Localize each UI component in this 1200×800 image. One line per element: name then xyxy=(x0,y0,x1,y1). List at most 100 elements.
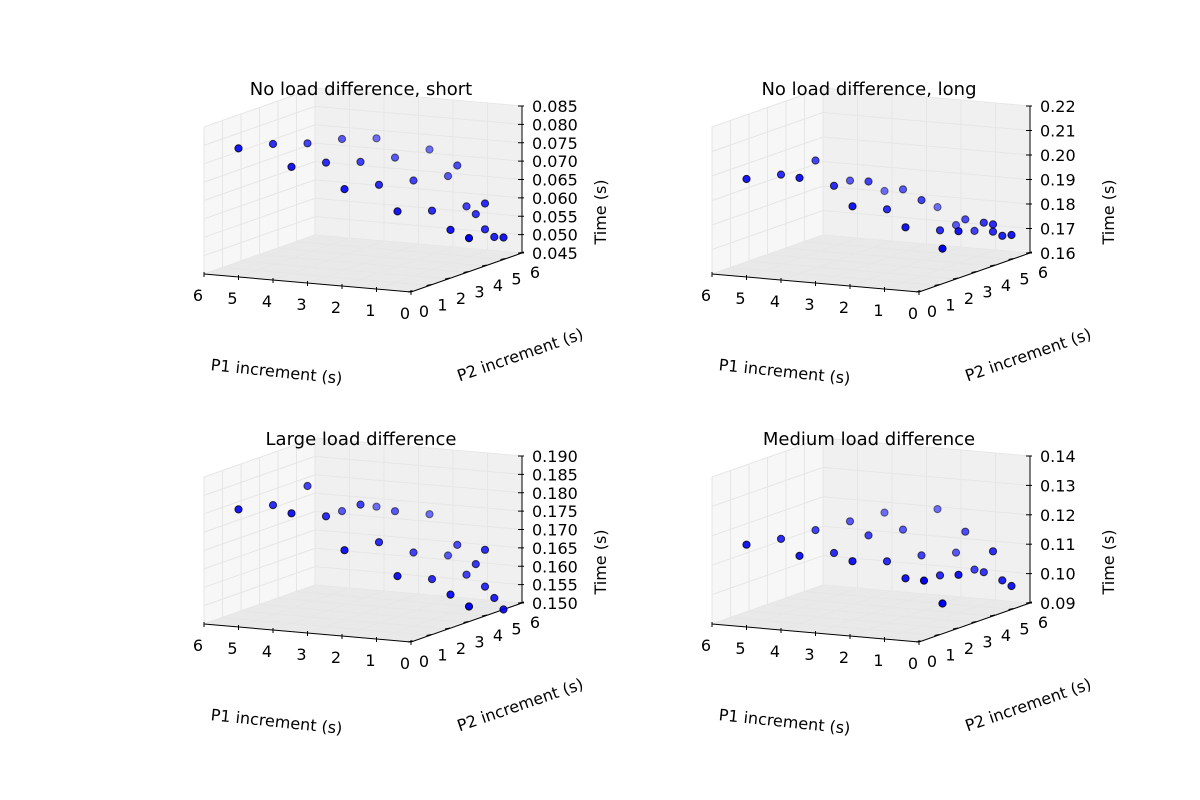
grid-line xyxy=(711,496,1031,537)
y-tick-mark xyxy=(463,271,469,273)
x-tick-label: 3 xyxy=(804,295,814,314)
x-tick-label: 3 xyxy=(296,295,306,314)
x-tick-label: 2 xyxy=(839,648,849,667)
y-tick-mark xyxy=(971,271,977,273)
y-tick-label: 2 xyxy=(964,289,974,308)
z-axis-label: Time (s) xyxy=(591,529,610,595)
y-tick-label: 1 xyxy=(437,646,447,665)
z-tick-label: 0.055 xyxy=(532,207,578,226)
y-tick-label: 0 xyxy=(419,652,429,671)
data-point xyxy=(742,540,751,549)
y-tick-mark xyxy=(1008,258,1014,260)
x-axis-label: P1 increment (s) xyxy=(210,355,343,388)
grid-line xyxy=(203,234,523,275)
grid-line xyxy=(711,111,1031,152)
z-axis-label: Time (s) xyxy=(1099,179,1118,245)
grid-line xyxy=(711,584,1031,625)
z-tick-label: 0.175 xyxy=(532,502,578,521)
grid-line xyxy=(203,160,523,201)
y-tick-label: 1 xyxy=(437,296,447,315)
data-point xyxy=(898,185,908,194)
x-tick-label: 6 xyxy=(193,286,203,305)
data-point xyxy=(303,139,312,148)
data-point xyxy=(464,234,474,243)
x-tick-label: 1 xyxy=(365,301,375,320)
y-tick-mark xyxy=(952,277,959,280)
x-tick-label: 2 xyxy=(331,648,341,667)
x-tick-label: 0 xyxy=(400,304,410,323)
grid-line xyxy=(203,566,523,607)
data-point xyxy=(425,510,434,519)
data-point xyxy=(979,218,988,227)
data-point xyxy=(287,509,296,518)
y-tick-label: 6 xyxy=(1038,613,1048,632)
data-point xyxy=(935,226,945,235)
z-tick-label: 0.060 xyxy=(532,189,578,208)
data-point xyxy=(829,181,839,190)
data-point xyxy=(443,172,453,181)
grid-line xyxy=(203,142,523,183)
x-tick-label: 5 xyxy=(735,639,745,658)
y-tick-label: 5 xyxy=(1019,620,1029,639)
z-tick-label: 0.10 xyxy=(1040,565,1076,584)
x-tick-label: 5 xyxy=(227,639,237,658)
y-tick-label: 4 xyxy=(1001,626,1011,645)
y-tick-label: 1 xyxy=(945,646,955,665)
data-point xyxy=(933,505,942,514)
y-tick-mark xyxy=(407,290,414,293)
y-tick-mark xyxy=(444,277,451,280)
z-tick-label: 0.070 xyxy=(532,152,578,171)
data-point xyxy=(919,576,929,585)
x-tick-label: 1 xyxy=(873,651,883,670)
y-tick-label: 3 xyxy=(982,283,992,302)
data-point xyxy=(951,221,961,230)
data-point xyxy=(998,231,1007,240)
grid-line xyxy=(203,474,523,515)
y-tick-label: 5 xyxy=(511,620,521,639)
data-point xyxy=(340,546,349,555)
x-tick-label: 3 xyxy=(296,645,306,664)
y-tick-mark xyxy=(407,640,414,643)
data-point xyxy=(356,157,365,166)
data-point xyxy=(268,139,278,149)
data-point xyxy=(795,173,804,182)
y-tick-mark xyxy=(1008,608,1014,610)
data-point xyxy=(951,548,961,557)
x-tick-label: 1 xyxy=(873,301,883,320)
data-point xyxy=(409,548,418,557)
subplot-2: 6 5 4 3 2 1 065432100.160.170.180.190.200.210.… xyxy=(701,79,1118,388)
y-tick-label: 0 xyxy=(927,652,937,671)
data-point xyxy=(490,593,499,603)
z-tick-label: 0.18 xyxy=(1040,195,1076,214)
data-point xyxy=(446,225,455,234)
y-axis-label: P2 increment (s) xyxy=(455,674,586,735)
y-tick-mark xyxy=(444,627,451,630)
z-tick-label: 0.150 xyxy=(532,594,578,613)
data-point xyxy=(864,531,873,540)
data-point xyxy=(287,162,296,171)
subplot-title: No load difference, long xyxy=(761,79,976,100)
data-point xyxy=(356,500,365,509)
y-tick-mark xyxy=(934,284,940,286)
x-tick-label: 1 xyxy=(365,651,375,670)
z-tick-label: 0.065 xyxy=(532,171,578,190)
data-point xyxy=(917,196,926,205)
grid-line xyxy=(711,209,1031,250)
data-point xyxy=(409,176,418,185)
grid-line xyxy=(711,555,1031,596)
z-tick-label: 0.075 xyxy=(532,134,578,153)
z-tick-label: 0.190 xyxy=(532,447,578,466)
data-point xyxy=(998,576,1007,585)
data-point xyxy=(480,582,490,591)
y-tick-label: 2 xyxy=(456,289,466,308)
z-tick-label: 0.050 xyxy=(532,226,578,245)
grid-line xyxy=(711,136,1031,177)
y-tick-label: 2 xyxy=(964,639,974,658)
y-tick-mark xyxy=(989,614,996,617)
data-point xyxy=(390,507,400,516)
data-point xyxy=(234,505,243,514)
data-point xyxy=(321,158,331,167)
data-point xyxy=(901,574,910,583)
data-point xyxy=(970,226,979,235)
